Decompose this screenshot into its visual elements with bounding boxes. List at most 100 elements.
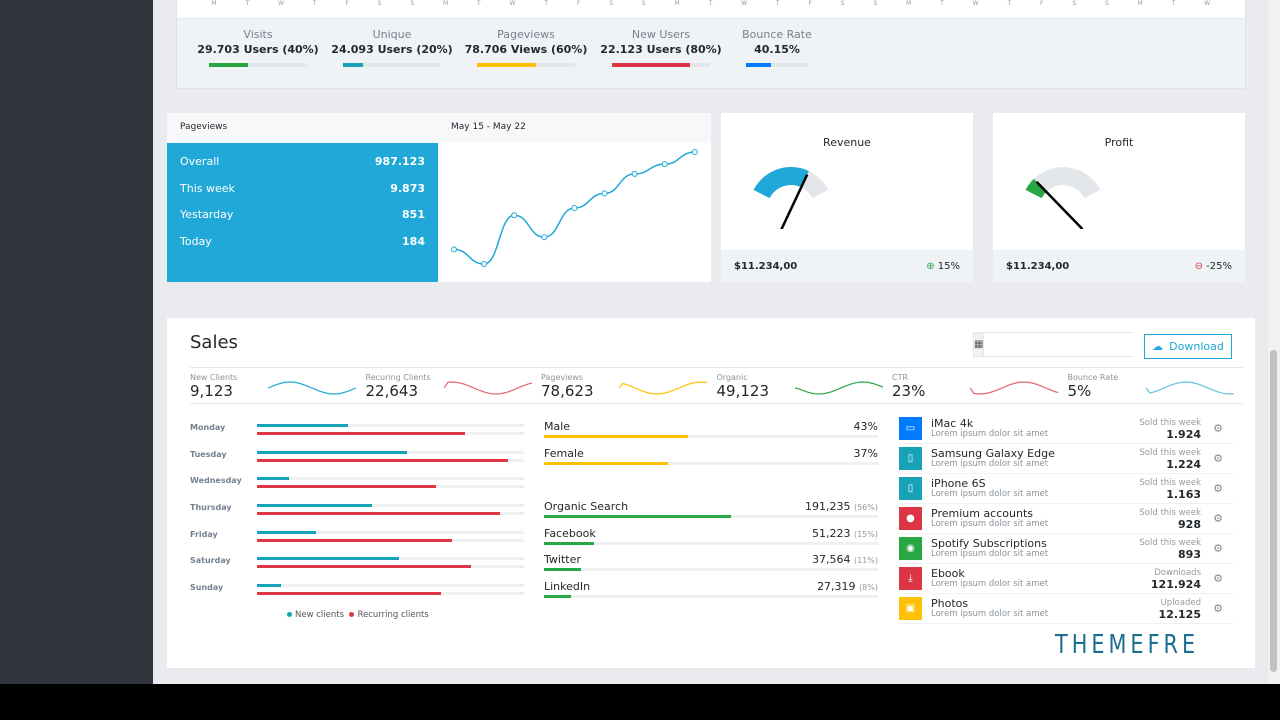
gauge-fill bbox=[1025, 178, 1047, 199]
gear-icon[interactable]: ⚙ bbox=[1213, 452, 1223, 465]
product-item[interactable]: ● Premium accounts Lorem ipsum dolor sit a… bbox=[899, 504, 1233, 534]
taskbar bbox=[0, 684, 1280, 720]
axis-tick: T bbox=[940, 0, 944, 7]
gauge-fill bbox=[753, 167, 809, 199]
row-label: Overall bbox=[180, 155, 220, 168]
stat-progress-fill bbox=[612, 63, 691, 67]
revenue-amount: $11.234,00 bbox=[734, 260, 798, 272]
legend-recurring: Recurring clients bbox=[357, 610, 429, 620]
axis-tick: T bbox=[245, 0, 250, 7]
product-item[interactable]: ▣ Photos Lorem ipsum dolor sit amet Uploade… bbox=[899, 594, 1233, 624]
axis-tick: W bbox=[278, 0, 284, 7]
spotify-icon: ◉ bbox=[899, 537, 922, 560]
data-point bbox=[511, 212, 518, 219]
axis-tick: M bbox=[442, 0, 449, 7]
recurring-clients-bar bbox=[257, 538, 524, 542]
download-button[interactable]: ☁ Download bbox=[1144, 334, 1232, 359]
stat-3: New Users 22.123 Users (80%) bbox=[596, 28, 726, 67]
gear-icon[interactable]: ⚙ bbox=[1213, 542, 1223, 555]
new-clients-bar bbox=[257, 557, 524, 561]
picture-icon: ▣ bbox=[899, 597, 922, 620]
sales-card: Sales ▦ ☁ Download New Clients 9,123 Recuri… bbox=[167, 318, 1255, 668]
day-label: Wednesday bbox=[190, 476, 242, 486]
date-picker[interactable]: ▦ bbox=[973, 332, 1162, 357]
kpi-sparkline bbox=[1145, 381, 1234, 395]
pageviews-line-chart bbox=[451, 149, 698, 267]
kpi-4: CTR 23% bbox=[892, 368, 1068, 404]
axis-tick: T bbox=[1171, 0, 1176, 7]
scrollbar-thumb[interactable] bbox=[1270, 350, 1277, 672]
kpi-label: CTR bbox=[892, 373, 909, 382]
arrow-down-circle-icon: ⊖ bbox=[1194, 260, 1203, 272]
product-item[interactable]: ◉ Spotify Subscriptions Lorem ipsum dolor … bbox=[899, 534, 1233, 564]
calendar-icon[interactable]: ▦ bbox=[974, 333, 985, 356]
download-icon: ⤓ bbox=[899, 567, 922, 590]
gear-icon[interactable]: ⚙ bbox=[1213, 482, 1223, 495]
source-row: Twitter 37,564 (11%) bbox=[544, 553, 878, 572]
gear-icon[interactable]: ⚙ bbox=[1213, 572, 1223, 585]
product-item[interactable]: ▯ Samsung Galaxy Edge Lorem ipsum dolor si… bbox=[899, 444, 1233, 474]
stat-label: Unique bbox=[372, 28, 412, 41]
product-item[interactable]: ▭ iMac 4k Lorem ipsum dolor sit amet Sold t… bbox=[899, 414, 1233, 444]
source-percent: (8%) bbox=[859, 583, 878, 593]
axis-tick: F bbox=[1040, 0, 1044, 7]
product-item[interactable]: ⤓ Ebook Lorem ipsum dolor sit amet Download… bbox=[899, 564, 1233, 594]
date-range: May 15 - May 22 bbox=[451, 122, 526, 132]
stat-progress-fill bbox=[209, 63, 249, 67]
gear-icon[interactable]: ⚙ bbox=[1213, 422, 1223, 435]
gender-value: 37% bbox=[853, 447, 878, 460]
pageviews-row: Today 184 bbox=[180, 235, 425, 262]
recurring-clients-bar bbox=[257, 458, 524, 462]
recurring-clients-bar bbox=[257, 485, 524, 489]
watermark-logo: THEMEFRE bbox=[1055, 630, 1200, 660]
revenue-change: 15% bbox=[937, 260, 960, 272]
profit-amount: $11.234,00 bbox=[1006, 260, 1070, 272]
product-metric: Sold this week bbox=[1139, 537, 1201, 548]
product-metric: Sold this week bbox=[1139, 507, 1201, 518]
gender-bar bbox=[544, 462, 878, 465]
row-value: 987.123 bbox=[374, 155, 425, 168]
product-metric: Sold this week bbox=[1139, 477, 1201, 488]
profit-change: -25% bbox=[1206, 260, 1232, 272]
stat-value: 24.093 Users (20%) bbox=[331, 43, 453, 56]
day-label: Friday bbox=[190, 529, 218, 539]
axis-tick: S bbox=[609, 0, 614, 7]
date-input[interactable] bbox=[984, 333, 1162, 356]
product-value: 893 bbox=[1178, 547, 1201, 561]
row-value: 184 bbox=[402, 235, 425, 249]
gender-bar bbox=[544, 435, 878, 438]
row-value: 9.873 bbox=[390, 181, 425, 195]
product-desc: Lorem ipsum dolor sit amet bbox=[931, 578, 1049, 589]
kpi-sparkline bbox=[268, 381, 357, 395]
scrollbar[interactable] bbox=[1268, 0, 1280, 684]
axis-tick: F bbox=[808, 0, 812, 7]
sales-title: Sales bbox=[190, 332, 238, 353]
source-bar bbox=[544, 515, 878, 518]
product-metric: Downloads bbox=[1154, 567, 1201, 578]
day-label: Sunday bbox=[190, 583, 224, 593]
new-clients-bar bbox=[257, 450, 524, 454]
recurring-clients-bar bbox=[257, 592, 524, 596]
axis-tick: W bbox=[509, 0, 516, 7]
gear-icon[interactable]: ⚙ bbox=[1213, 512, 1223, 525]
user-icon: ● bbox=[899, 507, 922, 530]
mobile-icon: ▯ bbox=[899, 477, 922, 500]
row-label: Yestarday bbox=[180, 208, 234, 222]
sidebar bbox=[0, 0, 153, 684]
stat-progress bbox=[746, 63, 808, 67]
product-name: Spotify Subscriptions bbox=[931, 536, 1047, 550]
kpi-value: 5% bbox=[1067, 382, 1092, 400]
source-label: LinkedIn bbox=[544, 580, 591, 594]
source-bar bbox=[544, 541, 878, 545]
stat-label: Bounce Rate bbox=[742, 28, 812, 41]
product-item[interactable]: ▯ iPhone 6S Lorem ipsum dolor sit amet Sold… bbox=[899, 474, 1233, 504]
gear-icon[interactable]: ⚙ bbox=[1213, 602, 1223, 615]
kpi-sparkline bbox=[794, 381, 883, 395]
product-value: 121.924 bbox=[1150, 577, 1201, 591]
day-label: Monday bbox=[190, 423, 226, 432]
kpi-5: Bounce Rate 5% bbox=[1067, 368, 1243, 404]
day-row: Saturday bbox=[190, 551, 525, 578]
axis-tick: T bbox=[775, 0, 780, 7]
stat-1: Unique 24.093 Users (20%) bbox=[327, 28, 457, 67]
source-label: Organic Search bbox=[544, 500, 629, 513]
